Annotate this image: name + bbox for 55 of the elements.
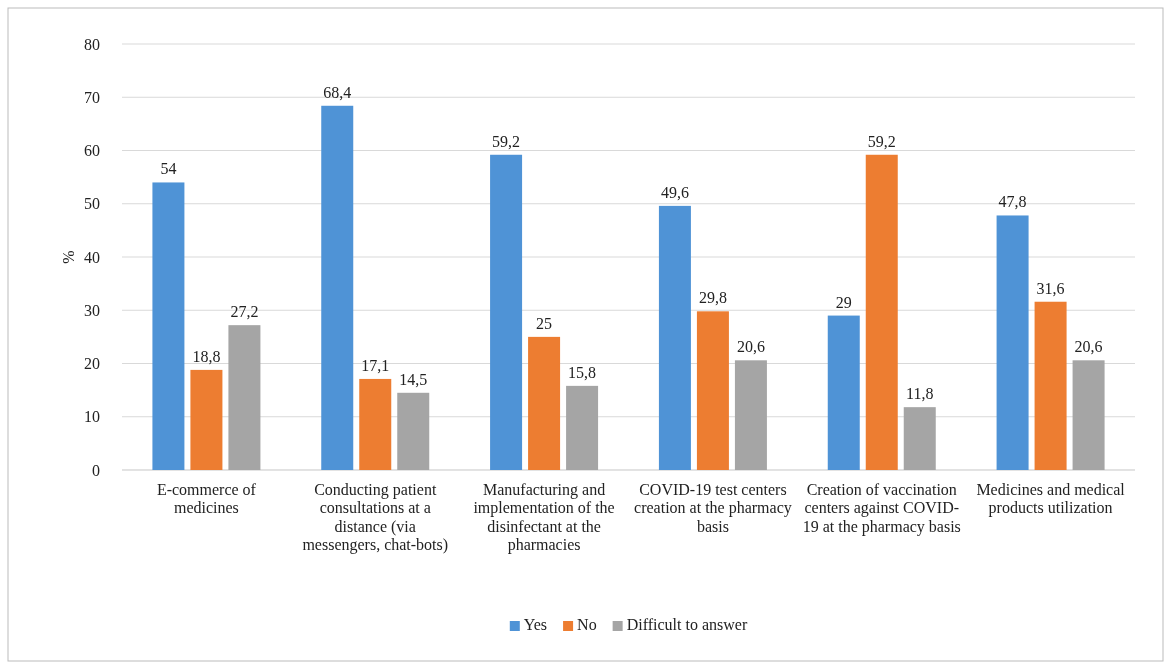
bar — [190, 369, 223, 470]
y-axis-title: % — [60, 250, 77, 264]
bar — [152, 182, 185, 470]
y-tick-label: 40 — [84, 248, 100, 266]
data-label: 20,6 — [736, 338, 765, 356]
data-label: 47,8 — [998, 193, 1027, 211]
bar — [1072, 360, 1105, 470]
bar — [490, 154, 523, 470]
y-tick-label: 30 — [84, 301, 100, 319]
data-label: 59,2 — [492, 132, 521, 150]
y-tick-label: 50 — [84, 195, 100, 213]
bar — [865, 154, 898, 470]
y-tick-label: 0 — [92, 461, 100, 479]
data-label: 25 — [536, 314, 553, 332]
y-tick-label: 80 — [84, 35, 100, 53]
bar — [827, 315, 860, 470]
bar — [1034, 301, 1067, 470]
bar — [321, 105, 354, 470]
data-label: 14,5 — [399, 370, 428, 388]
legend-label: Yes — [523, 616, 548, 633]
bar — [996, 215, 1029, 470]
data-label: 49,6 — [660, 183, 689, 201]
x-tick-label: COVID-19 test centers creation at the pharmacy basis — [634, 481, 792, 535]
data-label: 18,8 — [192, 347, 221, 365]
bar — [528, 336, 561, 470]
x-tick-label: Creation of vaccination centers against COVID-19 at the pharmacy basis — [802, 481, 961, 536]
y-tick-label: 60 — [84, 142, 100, 160]
bar — [658, 205, 691, 470]
bar — [566, 385, 599, 470]
bar — [903, 407, 936, 470]
bar — [696, 311, 729, 470]
data-label: 20,6 — [1074, 338, 1103, 356]
x-tick-label: E-commerce of medicines — [156, 481, 257, 517]
data-label: 59,2 — [867, 132, 896, 150]
data-label: 17,1 — [361, 356, 390, 374]
data-label: 54 — [160, 160, 177, 178]
bar — [734, 360, 767, 470]
data-label: 68,4 — [323, 83, 352, 101]
legend-label: Difficult to answer — [626, 616, 748, 633]
data-label: 11,8 — [906, 385, 934, 403]
legend-label: No — [577, 616, 597, 633]
data-label: 29,8 — [698, 289, 727, 307]
data-label: 15,8 — [568, 363, 597, 381]
bar — [359, 378, 392, 470]
data-label: 27,2 — [230, 303, 259, 321]
x-tick-label: Medicines and medical products utilization — [976, 481, 1126, 518]
x-tick-label: Conducting patient consultations at a distance (via messengers, chat-bots) — [302, 481, 449, 555]
bar — [228, 325, 261, 470]
data-label: 31,6 — [1036, 279, 1065, 297]
y-tick-label: 20 — [84, 355, 100, 373]
x-tick-label: Manufacturing and implementation of the disinfectant at the pharmacies — [473, 481, 615, 555]
bar — [397, 392, 430, 470]
y-tick-label: 70 — [84, 88, 100, 106]
data-label: 29 — [835, 293, 852, 311]
y-tick-label: 10 — [84, 408, 100, 426]
